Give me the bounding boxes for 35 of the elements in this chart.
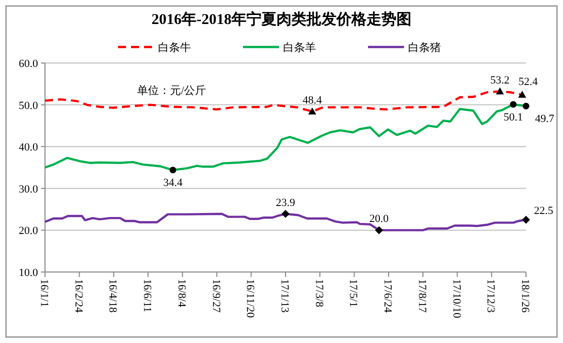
y-tick-label: 50.0 <box>18 100 38 112</box>
x-tick-label: 17/8/17 <box>416 279 428 314</box>
x-tick-label: 16/8/4 <box>175 279 188 308</box>
x-tick-label: 17/1/13 <box>278 279 290 314</box>
x-tick-label: 16/11/20 <box>244 279 256 318</box>
x-tick-label: 17/12/3 <box>484 279 497 314</box>
x-tick-label: 16/9/27 <box>210 279 222 314</box>
annotation: 22.5 <box>534 204 554 217</box>
annotation: 53.2 <box>490 74 510 86</box>
annotation: 34.4 <box>163 177 184 190</box>
annotation: 49.7 <box>535 113 555 126</box>
annotation: 52.4 <box>518 76 538 88</box>
x-tick-label: 16/2/24 <box>72 279 84 314</box>
x-tick-label: 17/5/1 <box>347 279 360 308</box>
x-tick-label: 17/10/10 <box>450 279 462 319</box>
x-tick-label: 16/1/1 <box>38 279 50 308</box>
chart-title: 2016年-2018年宁夏肉类批发价格走势图 <box>152 10 412 28</box>
annotation: 48.4 <box>302 94 322 106</box>
y-tick-label: 40.0 <box>18 142 38 154</box>
annotation: 单位：元/公斤 <box>137 84 206 97</box>
x-tick-label: 17/6/24 <box>382 279 394 314</box>
x-tick-label: 17/3/8 <box>312 279 325 308</box>
annotation: 23.9 <box>276 196 296 209</box>
annotation: 50.1 <box>504 111 523 124</box>
x-tick-label: 16/4/18 <box>106 279 119 314</box>
x-tick-label: 16/6/11 <box>141 279 154 312</box>
legend-label: 白条牛 <box>158 41 191 54</box>
annotation: 20.0 <box>369 213 390 226</box>
legend-label: 白条羊 <box>283 42 316 54</box>
legend-label: 白条猪 <box>408 41 441 54</box>
y-tick-label: 60.0 <box>18 58 38 70</box>
y-tick-label: 10.0 <box>18 267 38 279</box>
y-tick-label: 20.0 <box>18 225 38 238</box>
x-tick-label: 18/1/26 <box>519 279 531 314</box>
y-tick-label: 30.0 <box>18 183 38 196</box>
